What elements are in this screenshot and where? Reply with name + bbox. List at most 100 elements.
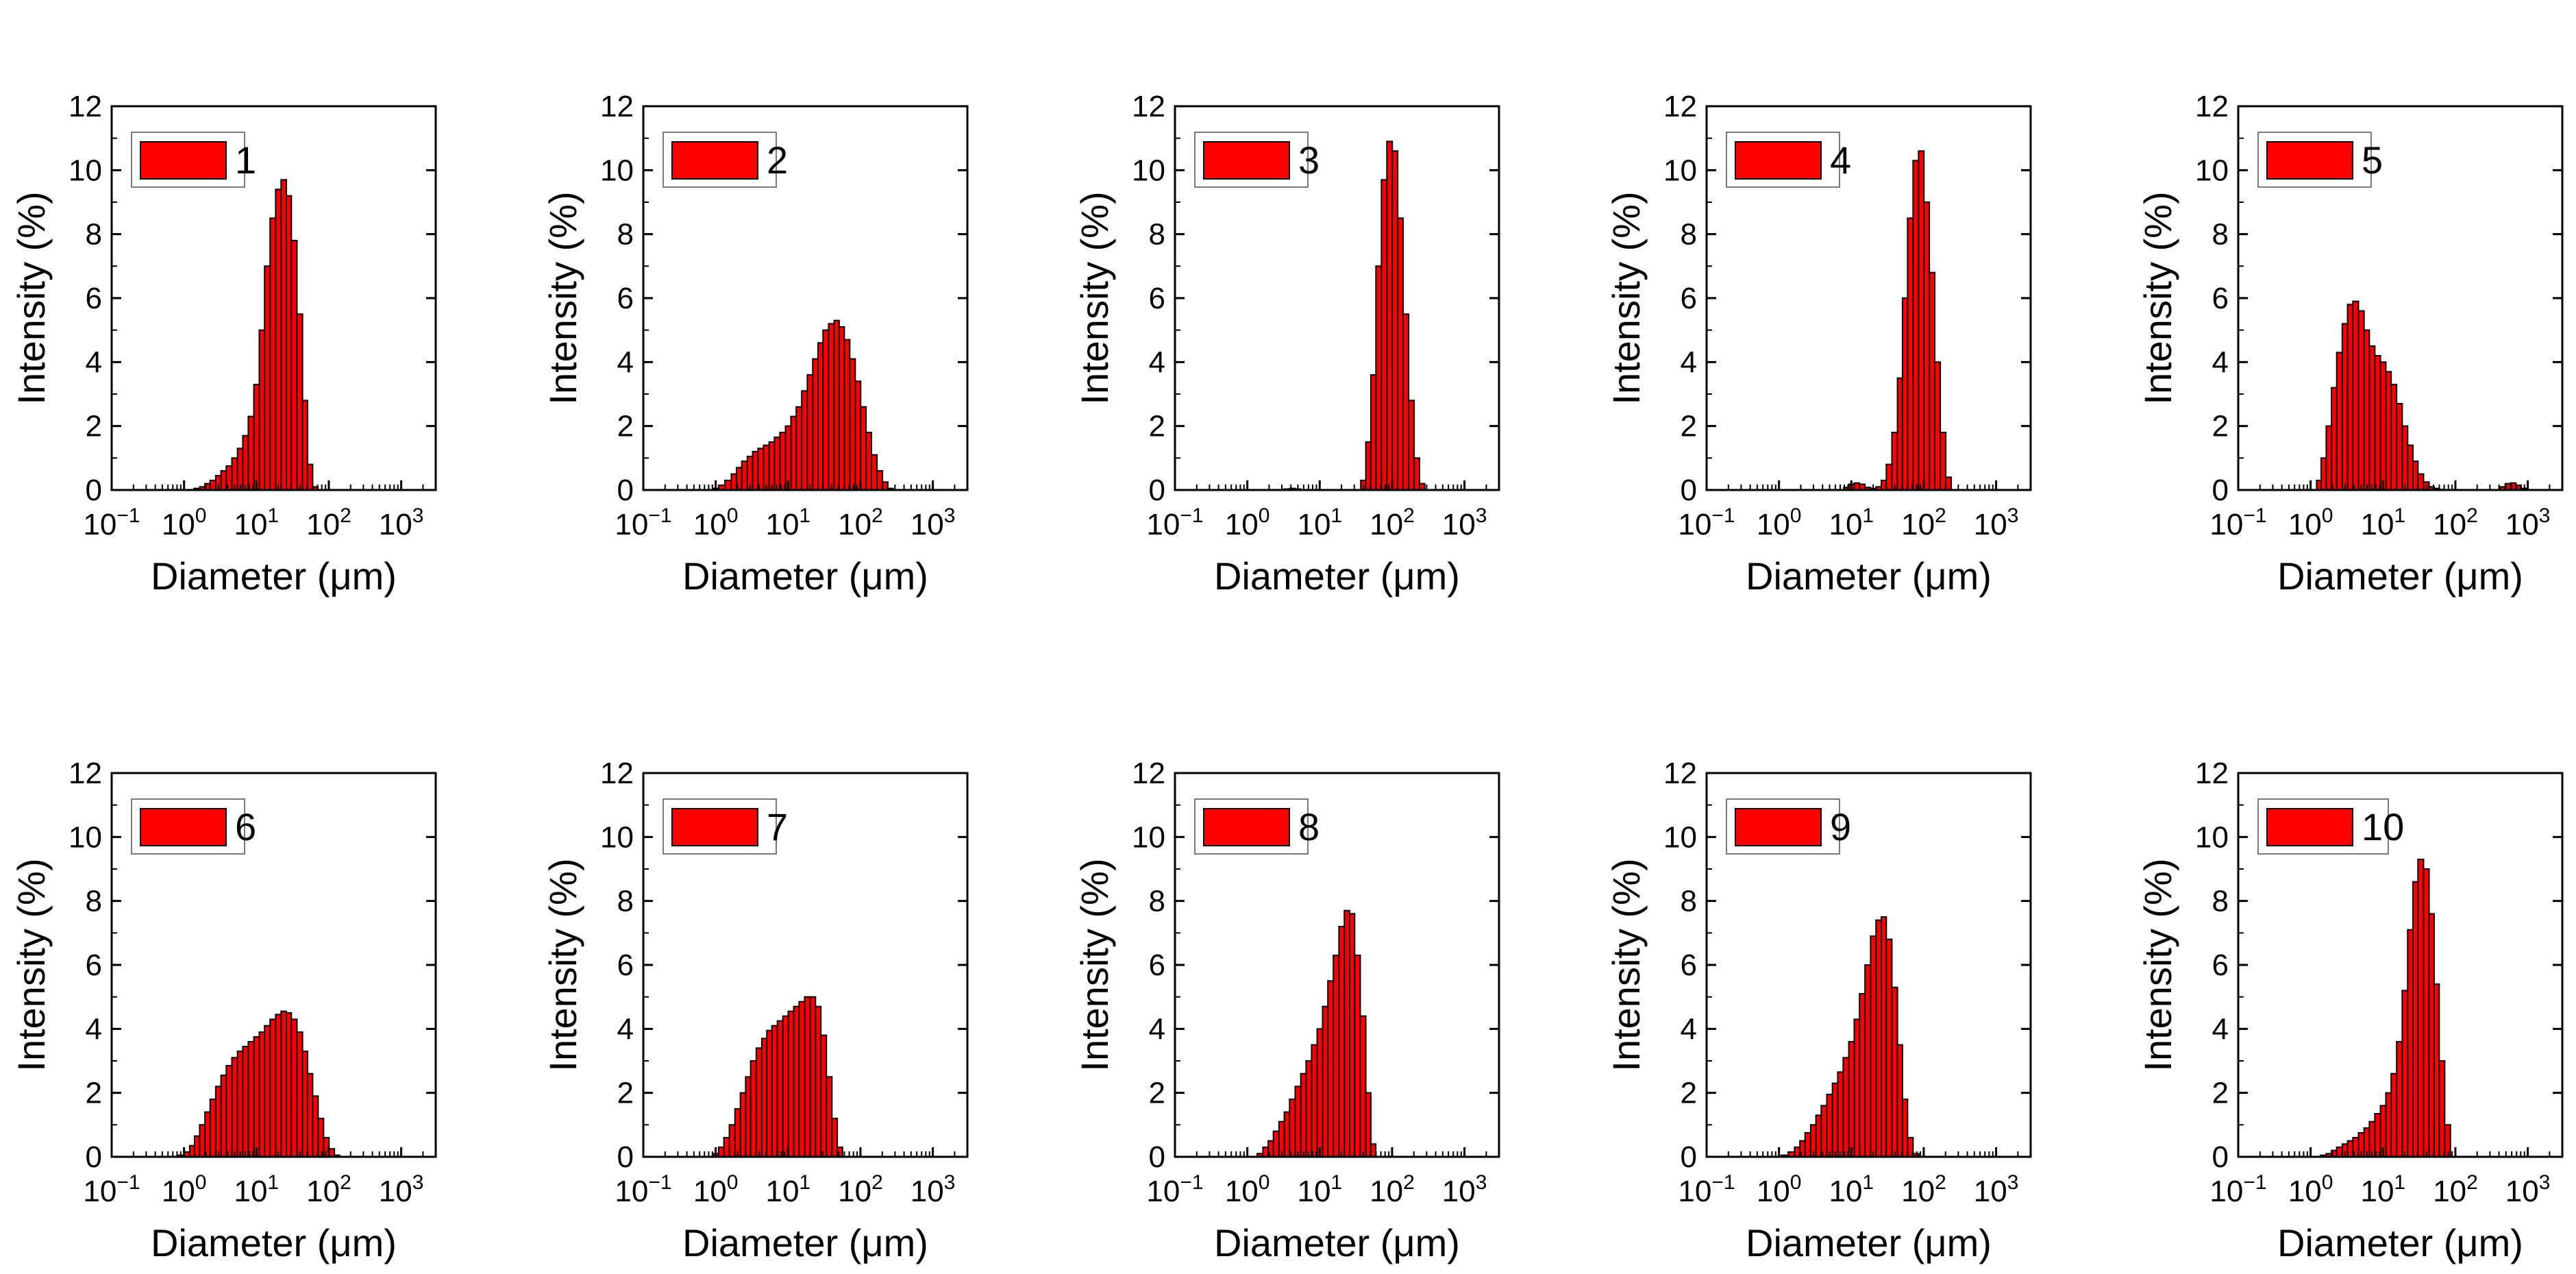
- bar: [1794, 1147, 1801, 1157]
- y-tick-label: 4: [1681, 1012, 1697, 1046]
- x-tick-label: 103: [911, 1171, 956, 1208]
- bar: [2374, 1113, 2381, 1157]
- x-tick-label: 10−1: [1678, 1171, 1735, 1208]
- y-tick-label: 10: [2195, 820, 2229, 854]
- bar: [1875, 919, 1883, 1158]
- x-tick-label: 10−1: [1146, 1171, 1203, 1208]
- y-tick-label: 10: [600, 154, 634, 187]
- y-tick-label: 12: [2195, 757, 2229, 790]
- x-tick-label: 102: [1370, 504, 1415, 541]
- bar: [1929, 271, 1936, 491]
- bar: [2401, 990, 2409, 1157]
- bar: [1283, 1111, 1291, 1158]
- bar: [1289, 1099, 1296, 1157]
- y-tick-label: 6: [1681, 948, 1697, 982]
- bar: [1820, 1105, 1828, 1157]
- bar: [793, 1005, 800, 1158]
- x-tick-label: 100: [2288, 504, 2333, 541]
- y-axis-label: Intensity (%): [10, 191, 53, 404]
- bar: [768, 441, 776, 491]
- bar: [804, 996, 811, 1158]
- y-tick-label: 6: [1149, 948, 1165, 982]
- y-tick-label: 10: [1663, 820, 1697, 854]
- y-tick-label: 6: [617, 282, 634, 315]
- bar: [809, 996, 817, 1158]
- x-tick-label: 101: [1297, 1171, 1342, 1208]
- legend-swatch: [140, 808, 227, 846]
- y-tick-label: 8: [617, 218, 634, 252]
- legend-swatch: [1203, 141, 1290, 180]
- y-axis-label: Intensity (%): [1605, 858, 1648, 1071]
- bar: [795, 406, 803, 491]
- bar: [1311, 1044, 1318, 1158]
- bar: [757, 448, 765, 491]
- x-tick-label: 102: [1901, 504, 1946, 541]
- x-axis-label: Diameter (μm): [1214, 554, 1460, 598]
- y-tick-label: 12: [600, 757, 634, 790]
- bar: [1365, 441, 1372, 491]
- bar: [728, 1124, 736, 1157]
- x-tick-label: 102: [2433, 504, 2478, 541]
- bar: [2396, 403, 2403, 491]
- legend-swatch: [1735, 141, 1822, 180]
- bar: [1386, 140, 1394, 491]
- x-axis-label: Diameter (μm): [1214, 1221, 1460, 1264]
- y-axis-label: Intensity (%): [1073, 858, 1116, 1071]
- x-tick-label: 100: [2288, 1171, 2333, 1208]
- x-tick-label: 103: [379, 1171, 424, 1208]
- x-axis-label: Diameter (μm): [1746, 1221, 1992, 1264]
- legend-swatch: [1203, 808, 1290, 846]
- y-tick-label: 8: [86, 218, 102, 252]
- bar: [1923, 201, 1931, 491]
- y-tick-label: 4: [1681, 345, 1697, 379]
- y-tick-label: 8: [1681, 885, 1697, 918]
- bar: [220, 470, 227, 491]
- bar: [723, 1137, 730, 1157]
- bar: [306, 1073, 314, 1158]
- bar: [1815, 1114, 1822, 1157]
- x-tick-label: 10−1: [615, 504, 671, 541]
- y-tick-label: 2: [1149, 1077, 1165, 1110]
- bar: [773, 437, 781, 491]
- bar: [2385, 371, 2392, 491]
- bar: [1826, 1094, 1833, 1157]
- y-tick-label: 2: [1681, 410, 1697, 443]
- bar: [296, 313, 304, 491]
- bar: [1901, 297, 1909, 491]
- bar: [798, 1001, 806, 1158]
- bar: [1413, 457, 1420, 491]
- bar: [1881, 916, 1887, 1157]
- y-tick-label: 0: [617, 474, 634, 507]
- x-axis-label: Diameter (μm): [682, 554, 928, 598]
- x-axis-label: Diameter (μm): [1746, 554, 1992, 598]
- bar: [1907, 217, 1914, 491]
- bar: [2341, 323, 2349, 491]
- bar: [2401, 425, 2409, 491]
- bar: [1391, 150, 1399, 491]
- bar: [1370, 374, 1377, 491]
- bar: [843, 339, 851, 491]
- bar: [734, 1108, 741, 1157]
- x-tick-label: 101: [765, 504, 810, 541]
- y-tick-label: 0: [1149, 474, 1165, 507]
- y-axis-label: Intensity (%): [1073, 191, 1116, 404]
- y-tick-label: 10: [2195, 154, 2229, 187]
- y-tick-label: 4: [86, 1012, 102, 1046]
- x-tick-label: 10−1: [83, 504, 140, 541]
- x-tick-label: 103: [2505, 504, 2551, 541]
- y-tick-label: 12: [1663, 90, 1697, 123]
- bar: [826, 1076, 833, 1157]
- bar: [782, 1015, 789, 1158]
- bar: [2346, 304, 2354, 491]
- bar: [225, 1065, 233, 1157]
- bar: [1848, 1041, 1855, 1157]
- y-axis-label: Intensity (%): [10, 858, 53, 1071]
- bar: [1842, 1057, 1850, 1157]
- bar: [2423, 868, 2430, 1157]
- legend-label: 8: [1298, 805, 1320, 848]
- bar: [1397, 217, 1404, 491]
- bar: [286, 1012, 293, 1157]
- x-tick-label: 100: [1225, 1171, 1270, 1208]
- bar: [275, 188, 282, 491]
